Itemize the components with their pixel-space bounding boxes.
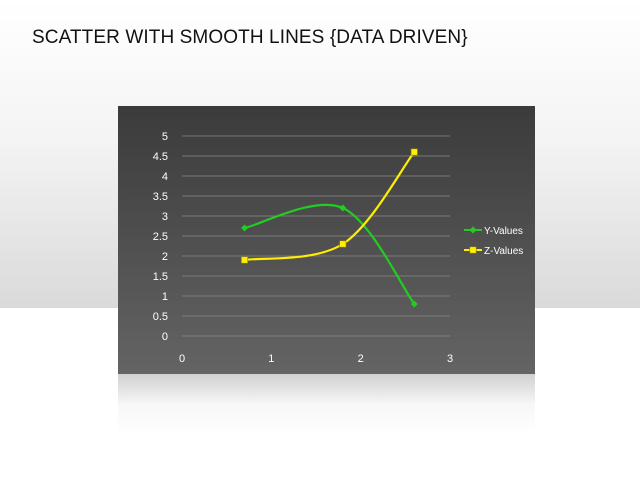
y-tick-label: 2.5: [153, 231, 168, 243]
y-tick-label: 1.5: [153, 271, 168, 283]
slide-title: SCATTER WITH SMOOTH LINES {DATA DRIVEN}: [32, 27, 468, 48]
data-point-z-values: [410, 148, 418, 156]
series-line-y-values: [243, 203, 416, 306]
y-tick-label: 5: [162, 131, 168, 143]
y-tick-label: 1: [162, 291, 168, 303]
y-tick-label: 0.5: [153, 311, 168, 323]
x-tick-label: 0: [179, 353, 185, 365]
legend-marker: [469, 246, 477, 254]
chart-reflection: [118, 374, 535, 434]
data-point-y-values: [241, 224, 249, 232]
y-tick-label: 2: [162, 251, 168, 263]
data-point-z-values: [339, 240, 347, 248]
grid-layer: [182, 135, 450, 337]
data-point-z-values: [241, 256, 249, 264]
y-tick-label: 0: [162, 331, 168, 343]
y-tick-label: 4.5: [153, 151, 168, 163]
chart-panel: 0 0.5 1 1.5 2 2.5 3 3.5 4 4.5 5 0 1 2 3 Y-Values Z-Val…: [118, 106, 535, 374]
scatter-chart: 0 0.5 1 1.5 2 2.5 3 3.5 4 4.5 5 0 1 2 3 Y-Values Z-Val…: [153, 131, 524, 365]
x-tick-label: 2: [358, 353, 364, 365]
series-layer: [241, 148, 418, 308]
y-tick-label: 4: [162, 171, 168, 183]
data-point-y-values: [339, 204, 347, 212]
y-tick-label: 3.5: [153, 191, 168, 203]
x-tick-label: 1: [268, 353, 274, 365]
legend-label: Y-Values: [484, 226, 523, 237]
y-tick-label: 3: [162, 211, 168, 223]
x-axis-ticks: 0 1 2 3: [179, 353, 453, 365]
data-point-y-values: [410, 300, 418, 308]
x-tick-label: 3: [447, 353, 453, 365]
legend: Y-Values Z-Values: [464, 226, 523, 257]
legend-marker: [469, 226, 477, 234]
y-axis-ticks: 0 0.5 1 1.5 2 2.5 3 3.5 4 4.5 5: [153, 131, 168, 343]
legend-label: Z-Values: [484, 246, 523, 257]
